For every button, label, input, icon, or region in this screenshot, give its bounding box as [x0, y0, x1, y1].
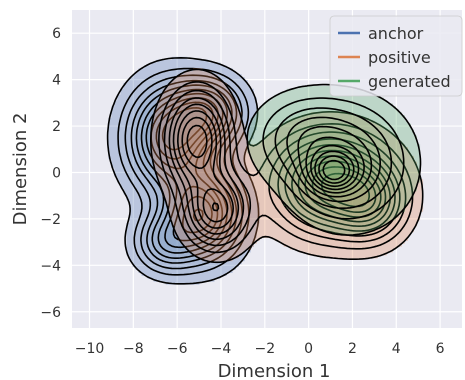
contour-line-generated: [297, 125, 373, 198]
contour-line-positive: [177, 110, 391, 229]
y-tick-label: −6: [40, 305, 61, 321]
plot-area: [106, 56, 424, 285]
contour-line-positive: [150, 68, 424, 264]
density-fill-positive: [177, 112, 390, 230]
y-tick-label: 2: [52, 119, 61, 135]
density-fill-positive: [168, 97, 399, 241]
contour-line-anchor: [140, 88, 228, 254]
y-tick-label: 0: [52, 165, 61, 181]
x-tick-label: −8: [123, 341, 144, 357]
y-tick-label: −2: [40, 212, 61, 228]
y-tick-label: 4: [52, 73, 61, 89]
contour-line-generated: [286, 116, 381, 203]
legend-label-generated: generated: [368, 72, 451, 91]
x-tick-label: −6: [167, 341, 188, 357]
contour-line-generated: [318, 155, 351, 184]
x-tick-label: 2: [348, 341, 357, 357]
x-tick-label: 6: [436, 341, 445, 357]
contour-line-generated: [314, 150, 355, 188]
y-axis-label: Dimension 2: [10, 113, 31, 226]
density-fill-positive: [150, 68, 424, 262]
legend: anchor positive generated: [329, 15, 463, 97]
x-tick-label: −4: [211, 341, 232, 357]
density-series-generated: [246, 83, 422, 236]
density-fill-generated: [322, 161, 345, 180]
x-axis-label: Dimension 1: [218, 361, 331, 380]
x-tick-label: 0: [304, 341, 313, 357]
contour-line-generated: [305, 136, 365, 194]
x-tick-label: −10: [75, 341, 105, 357]
y-tick-label: 6: [52, 26, 61, 42]
contour-line-positive: [158, 81, 414, 254]
density-fill-anchor: [150, 97, 218, 241]
contour-line-positive: [181, 116, 387, 223]
contour-line-anchor: [130, 79, 238, 264]
legend-label-anchor: anchor: [368, 24, 424, 43]
legend-label-positive: positive: [368, 48, 431, 67]
contour-line-generated: [322, 159, 346, 181]
y-axis-ticks: −6 −4 −2 0 2 4 6: [40, 26, 61, 321]
contour-line-anchor: [135, 84, 233, 259]
density-fill-positive: [186, 126, 381, 218]
contour-line-generated: [262, 97, 405, 220]
legend-box: [329, 15, 463, 97]
x-axis-ticks: −10 −8 −6 −4 −2 0 2 4 6: [75, 341, 445, 357]
contour-line-generated: [274, 107, 393, 209]
contour-line-generated: [310, 144, 360, 191]
x-tick-label: −2: [254, 341, 275, 357]
density-fill-generated: [298, 126, 372, 198]
y-tick-label: −4: [40, 258, 61, 274]
x-tick-label: 4: [392, 341, 401, 357]
